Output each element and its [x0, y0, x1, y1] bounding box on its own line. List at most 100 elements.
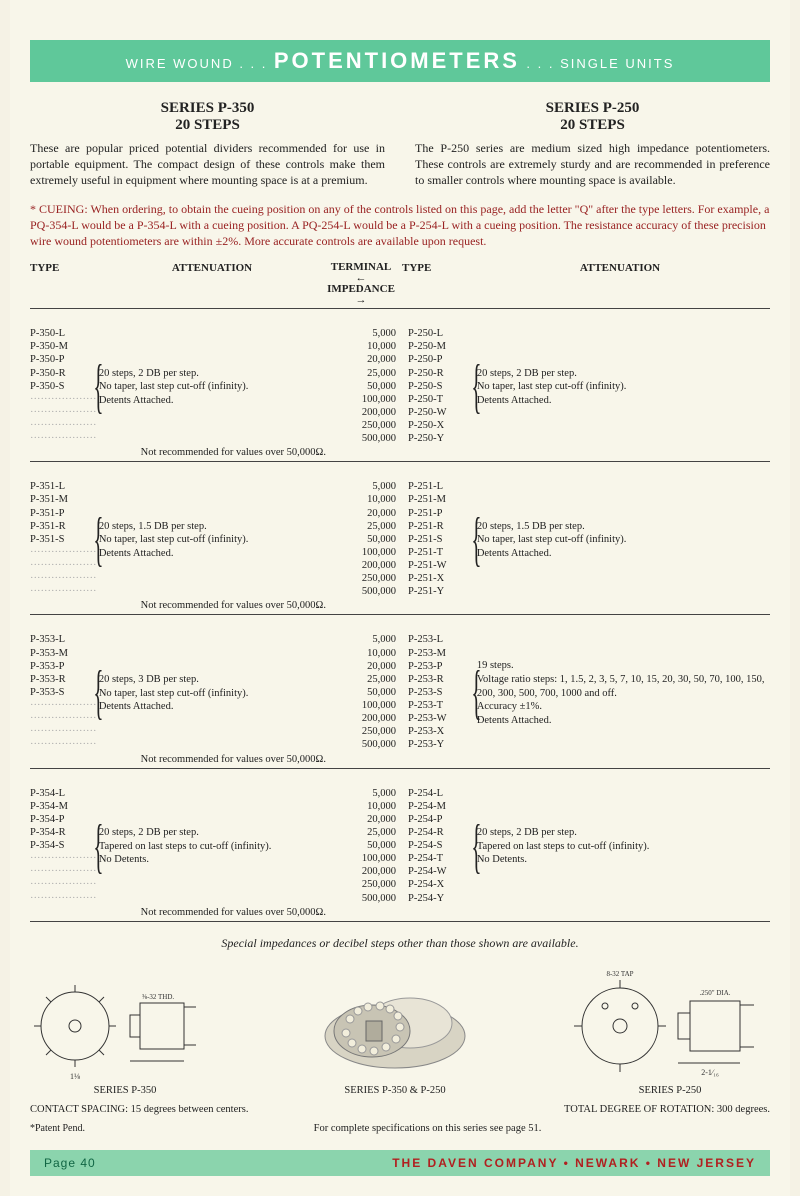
impedance-value: 50,000 — [326, 380, 396, 393]
series-left-title1: SERIES P-350 — [161, 100, 255, 116]
banner-center: POTENTIOMETERS — [274, 48, 520, 73]
type-code: P-351-P — [30, 507, 98, 520]
spec-row: P-354-LP-354-MP-354-PP-354-RP-354-S·····… — [30, 783, 770, 905]
impedance-value: 10,000 — [326, 493, 396, 506]
special-note: Special impedances or decibel steps othe… — [30, 936, 770, 951]
impedance-value: 50,000 — [326, 686, 396, 699]
type-code: P-250-M — [408, 340, 476, 353]
type-code: P-354-R — [30, 826, 98, 839]
impedance-value: 200,000 — [326, 865, 396, 878]
type-code: P-350-M — [30, 340, 98, 353]
type-code: P-254-S — [408, 839, 476, 852]
group-footnote: Not recommended for values over 50,000Ω. — [30, 600, 332, 611]
catalog-page: WIRE WOUND . . . POTENTIOMETERS . . . SI… — [10, 0, 790, 1196]
svg-text:2-1⁄₁₆: 2-1⁄₁₆ — [701, 1068, 719, 1077]
impedance-value: 100,000 — [326, 699, 396, 712]
impedance-value: 5,000 — [326, 633, 396, 646]
svg-text:⅜-32 THD.: ⅜-32 THD. — [142, 993, 175, 1001]
type-code: P-254-Y — [408, 892, 476, 905]
type-code: P-253-T — [408, 699, 476, 712]
contact-spacing-note: CONTACT SPACING: 15 degrees between cent… — [30, 1104, 248, 1115]
series-right-title1: SERIES P-250 — [546, 100, 640, 116]
impedance-value: 25,000 — [326, 826, 396, 839]
type-code: P-253-M — [408, 647, 476, 660]
type-code: P-250-X — [408, 419, 476, 432]
impedance-value: 100,000 — [326, 852, 396, 865]
type-code: P-253-S — [408, 686, 476, 699]
mech-drawing-p350-icon: 1⅛ ⅜-32 THD. — [30, 971, 220, 1081]
spec-row: P-353-LP-353-MP-353-PP-353-RP-353-S·····… — [30, 629, 770, 751]
type-code: P-250-W — [408, 406, 476, 419]
impedance-value: 500,000 — [326, 585, 396, 598]
group-footnote: Not recommended for values over 50,000Ω. — [30, 754, 332, 765]
type-code: P-250-P — [408, 353, 476, 366]
type-code: P-254-W — [408, 865, 476, 878]
type-code: P-250-R — [408, 367, 476, 380]
impedance-value: 5,000 — [326, 480, 396, 493]
impedance-value: 50,000 — [326, 839, 396, 852]
impedance-value: 20,000 — [326, 507, 396, 520]
type-code: P-254-R — [408, 826, 476, 839]
group-footnote: Not recommended for values over 50,000Ω. — [30, 907, 332, 918]
diagram-center-label: SERIES P-350 & P-250 — [310, 1085, 480, 1096]
series-right-title2: 20 STEPS — [560, 117, 625, 133]
mech-drawing-p250-icon: 8-32 TAP .250" DIA. 2-1⁄₁₆ — [570, 971, 770, 1081]
diagram-center: SERIES P-350 & P-250 — [310, 961, 480, 1096]
type-code: P-354-P — [30, 813, 98, 826]
impedance-value: 250,000 — [326, 725, 396, 738]
diagram-right: 8-32 TAP .250" DIA. 2-1⁄₁₆ SERIES P-250 — [570, 971, 770, 1096]
series-left-intro: These are popular priced potential divid… — [30, 140, 385, 189]
type-code: P-350-P — [30, 353, 98, 366]
type-code: P-251-W — [408, 559, 476, 572]
type-code: P-251-Y — [408, 585, 476, 598]
diagram-right-label: SERIES P-250 — [570, 1085, 770, 1096]
type-code: P-353-L — [30, 633, 98, 646]
impedance-value: 20,000 — [326, 813, 396, 826]
type-code: P-351-L — [30, 480, 98, 493]
impedance-value: 10,000 — [326, 800, 396, 813]
impedance-value: 500,000 — [326, 738, 396, 751]
rotation-note: TOTAL DEGREE OF ROTATION: 300 degrees. — [564, 1104, 770, 1115]
type-code: P-354-L — [30, 787, 98, 800]
company-footer: THE DAVEN COMPANY • NEWARK • NEW JERSEY — [392, 1156, 756, 1170]
type-code: P-254-T — [408, 852, 476, 865]
type-code: P-350-L — [30, 327, 98, 340]
impedance-value: 5,000 — [326, 327, 396, 340]
impedance-value: 25,000 — [326, 673, 396, 686]
header-banner: WIRE WOUND . . . POTENTIOMETERS . . . SI… — [30, 40, 770, 82]
impedance-value: 5,000 — [326, 787, 396, 800]
type-code: P-253-W — [408, 712, 476, 725]
type-code: P-253-X — [408, 725, 476, 738]
impedance-value: 200,000 — [326, 406, 396, 419]
impedance-value: 20,000 — [326, 353, 396, 366]
type-code: P-251-T — [408, 546, 476, 559]
type-code: P-354-S — [30, 839, 98, 852]
cueing-note: * CUEING: When ordering, to obtain the c… — [30, 201, 770, 250]
group-footnote: Not recommended for values over 50,000Ω. — [30, 447, 332, 458]
intro-columns: SERIES P-350 20 STEPS These are popular … — [30, 100, 770, 189]
type-code: P-251-X — [408, 572, 476, 585]
impedance-value: 100,000 — [326, 393, 396, 406]
spec-tables: TYPEATTENUATIONTERMINAL← IMPEDANCE →TYPE… — [30, 259, 770, 922]
svg-text:8-32 TAP: 8-32 TAP — [606, 971, 633, 978]
type-code: P-253-L — [408, 633, 476, 646]
impedance-value: 50,000 — [326, 533, 396, 546]
impedance-value: 20,000 — [326, 660, 396, 673]
type-code: P-251-R — [408, 520, 476, 533]
type-code: P-350-S — [30, 380, 98, 393]
type-code: P-351-M — [30, 493, 98, 506]
type-code: P-250-T — [408, 393, 476, 406]
spec-row: P-350-LP-350-MP-350-PP-350-RP-350-S·····… — [30, 323, 770, 445]
impedance-value: 10,000 — [326, 647, 396, 660]
type-code: P-250-L — [408, 327, 476, 340]
impedance-value: 100,000 — [326, 546, 396, 559]
diagram-left: 1⅛ ⅜-32 THD. SERIES P-350 — [30, 971, 220, 1096]
type-code: P-254-M — [408, 800, 476, 813]
see-reference: For complete specifications on this seri… — [314, 1123, 542, 1134]
type-code: P-251-L — [408, 480, 476, 493]
impedance-value: 25,000 — [326, 520, 396, 533]
diagram-row: 1⅛ ⅜-32 THD. SERIES P-350 SERIES P-350 & — [30, 961, 770, 1096]
page-number: Page 40 — [44, 1156, 96, 1170]
impedance-value: 500,000 — [326, 432, 396, 445]
spec-row: P-351-LP-351-MP-351-PP-351-RP-351-S·····… — [30, 476, 770, 598]
